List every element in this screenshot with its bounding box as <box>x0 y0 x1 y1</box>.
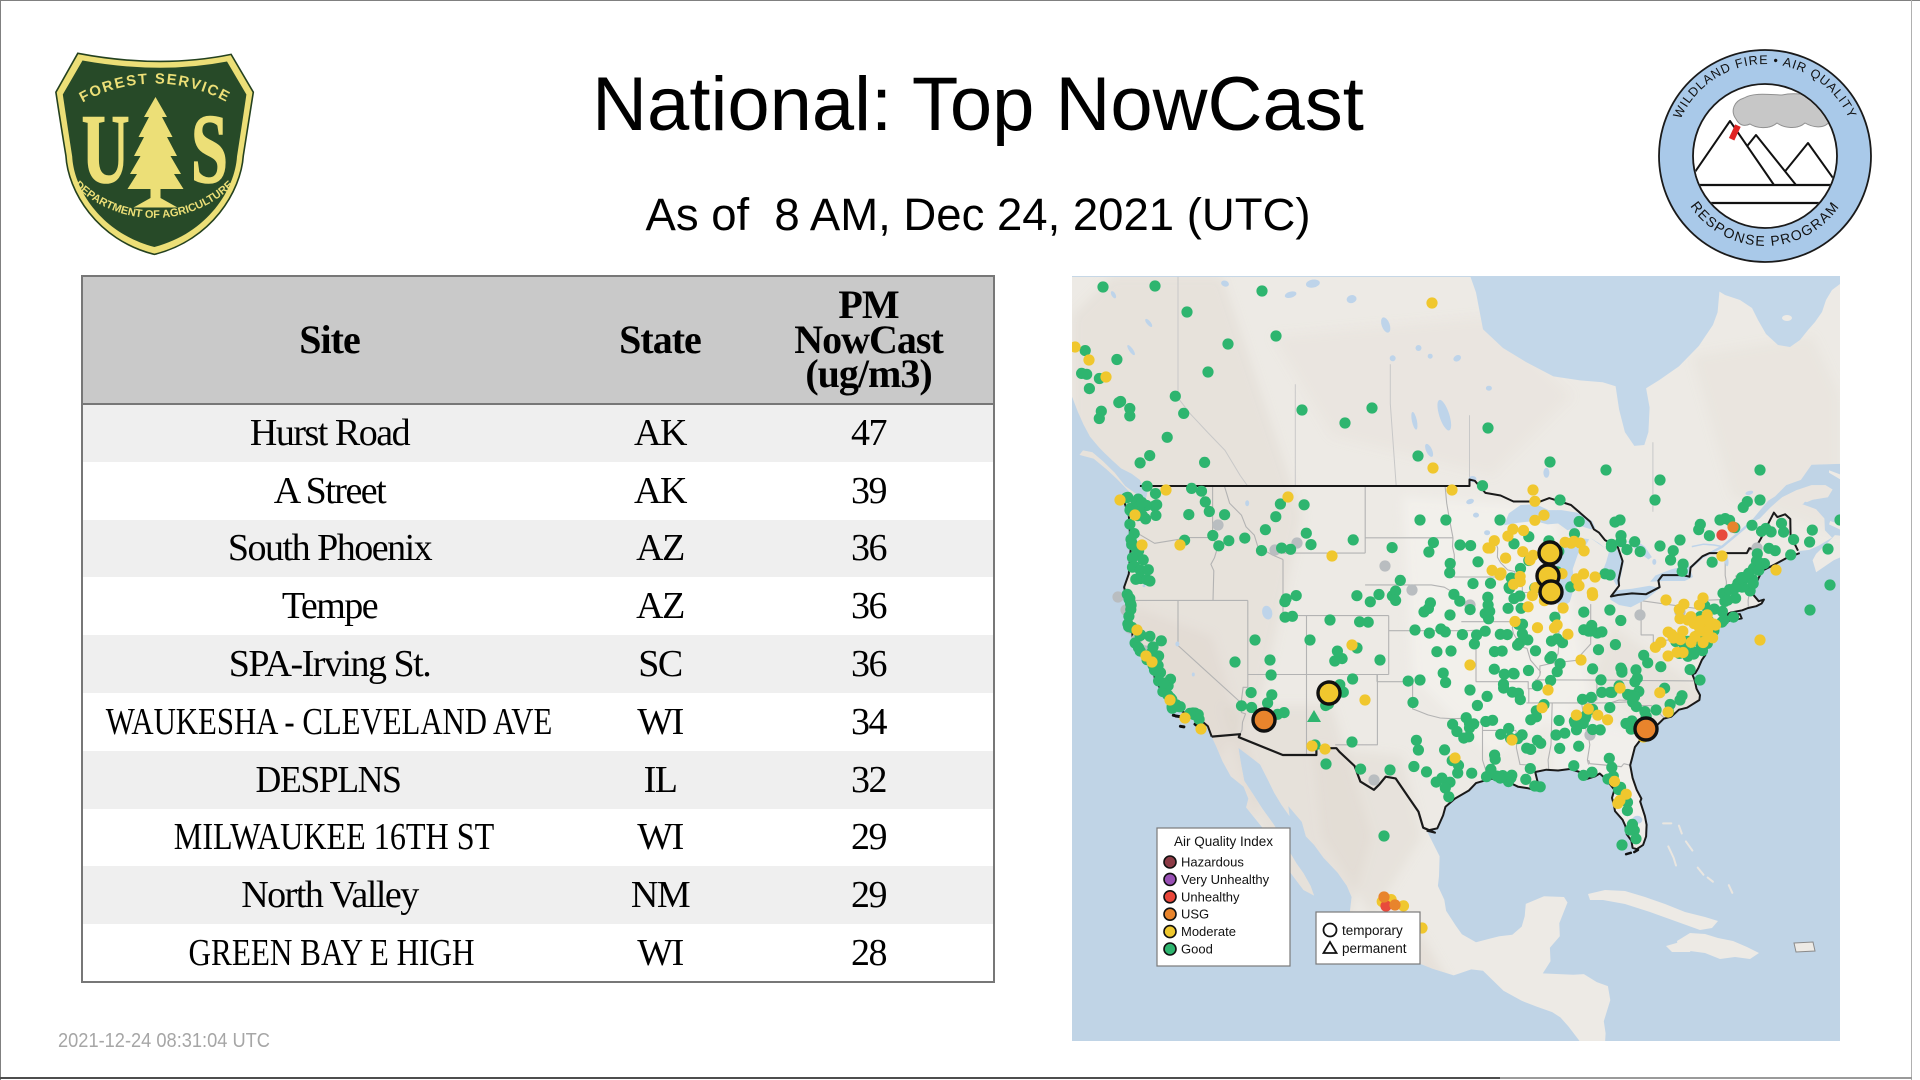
svg-text:Air Quality Index: Air Quality Index <box>1174 834 1273 849</box>
svg-text:temporary: temporary <box>1342 923 1403 938</box>
svg-text:Moderate: Moderate <box>1181 924 1236 939</box>
svg-text:Good: Good <box>1181 942 1213 957</box>
svg-text:U: U <box>82 95 130 204</box>
svg-text:Very Unhealthy: Very Unhealthy <box>1181 872 1270 887</box>
svg-text:Unhealthy: Unhealthy <box>1181 889 1240 904</box>
svg-text:USG: USG <box>1181 907 1209 922</box>
svg-text:permanent: permanent <box>1342 941 1407 956</box>
svg-text:Hazardous: Hazardous <box>1181 855 1244 870</box>
svg-text:S: S <box>191 95 228 204</box>
